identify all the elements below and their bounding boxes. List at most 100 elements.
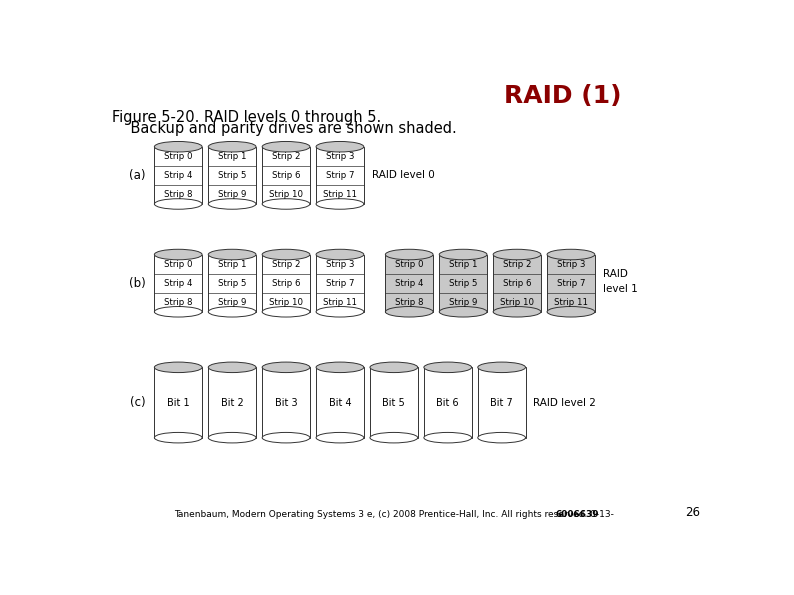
Ellipse shape xyxy=(439,249,487,260)
Ellipse shape xyxy=(262,199,310,209)
Ellipse shape xyxy=(262,306,310,317)
Ellipse shape xyxy=(370,362,418,372)
Bar xyxy=(547,255,595,312)
Bar xyxy=(154,147,202,204)
Text: Strip 0: Strip 0 xyxy=(164,152,192,161)
Text: Strip 5: Strip 5 xyxy=(218,278,246,287)
Ellipse shape xyxy=(154,362,202,372)
Text: Strip 11: Strip 11 xyxy=(323,298,357,307)
Text: Strip 0: Strip 0 xyxy=(395,259,423,268)
Text: Strip 9: Strip 9 xyxy=(218,190,246,199)
Ellipse shape xyxy=(547,249,595,260)
Bar xyxy=(316,367,364,438)
Bar xyxy=(370,367,418,438)
Bar xyxy=(262,147,310,204)
Ellipse shape xyxy=(316,306,364,317)
Ellipse shape xyxy=(262,142,310,152)
Text: Bit 1: Bit 1 xyxy=(167,397,190,408)
Ellipse shape xyxy=(493,306,541,317)
Ellipse shape xyxy=(370,433,418,443)
Bar xyxy=(208,255,256,312)
Text: Strip 7: Strip 7 xyxy=(326,171,354,180)
Bar xyxy=(262,367,310,438)
Text: Bit 3: Bit 3 xyxy=(275,397,297,408)
Text: Strip 1: Strip 1 xyxy=(218,152,246,161)
Text: Strip 7: Strip 7 xyxy=(557,278,585,287)
Text: Strip 5: Strip 5 xyxy=(449,278,477,287)
Text: Strip 8: Strip 8 xyxy=(164,298,192,307)
Text: Bit 2: Bit 2 xyxy=(221,397,244,408)
Bar xyxy=(478,367,526,438)
Text: Strip 10: Strip 10 xyxy=(269,190,303,199)
Bar xyxy=(385,255,433,312)
Text: Strip 7: Strip 7 xyxy=(326,278,354,287)
Text: Strip 11: Strip 11 xyxy=(323,190,357,199)
Bar xyxy=(262,255,310,312)
Text: Bit 5: Bit 5 xyxy=(383,397,405,408)
Bar xyxy=(208,147,256,204)
Text: 6006639: 6006639 xyxy=(555,510,599,519)
Text: RAID level 2: RAID level 2 xyxy=(534,397,596,408)
Ellipse shape xyxy=(316,142,364,152)
Ellipse shape xyxy=(439,306,487,317)
Ellipse shape xyxy=(154,249,202,260)
Ellipse shape xyxy=(262,433,310,443)
Text: Strip 4: Strip 4 xyxy=(164,278,192,287)
Ellipse shape xyxy=(316,249,364,260)
Ellipse shape xyxy=(478,433,526,443)
Text: Strip 6: Strip 6 xyxy=(272,171,300,180)
Text: (b): (b) xyxy=(129,277,146,290)
Text: Strip 3: Strip 3 xyxy=(326,259,354,268)
Text: Strip 2: Strip 2 xyxy=(503,259,531,268)
Text: RAID (1): RAID (1) xyxy=(504,84,622,108)
Bar xyxy=(439,255,487,312)
Ellipse shape xyxy=(154,142,202,152)
Ellipse shape xyxy=(154,199,202,209)
Text: Strip 10: Strip 10 xyxy=(500,298,534,307)
Ellipse shape xyxy=(424,362,472,372)
Text: Strip 8: Strip 8 xyxy=(164,190,192,199)
Bar xyxy=(316,255,364,312)
Bar xyxy=(316,147,364,204)
Text: Strip 8: Strip 8 xyxy=(395,298,423,307)
Bar xyxy=(154,255,202,312)
Text: Strip 4: Strip 4 xyxy=(395,278,423,287)
Text: Strip 6: Strip 6 xyxy=(272,278,300,287)
Text: Strip 10: Strip 10 xyxy=(269,298,303,307)
Text: Strip 4: Strip 4 xyxy=(164,171,192,180)
Text: Strip 6: Strip 6 xyxy=(503,278,531,287)
Ellipse shape xyxy=(208,362,256,372)
Text: RAID: RAID xyxy=(603,269,627,279)
Text: Bit 7: Bit 7 xyxy=(490,397,513,408)
Text: Strip 0: Strip 0 xyxy=(164,259,192,268)
Text: Strip 2: Strip 2 xyxy=(272,152,300,161)
Bar xyxy=(208,367,256,438)
Ellipse shape xyxy=(385,306,433,317)
Text: 26: 26 xyxy=(685,506,700,519)
Ellipse shape xyxy=(547,306,595,317)
Text: Figure 5-20. RAID levels 0 through 5.: Figure 5-20. RAID levels 0 through 5. xyxy=(112,110,381,125)
Text: Strip 3: Strip 3 xyxy=(557,259,585,268)
Ellipse shape xyxy=(154,433,202,443)
Ellipse shape xyxy=(262,362,310,372)
Ellipse shape xyxy=(316,362,364,372)
Text: (c): (c) xyxy=(129,396,145,409)
Ellipse shape xyxy=(208,249,256,260)
Text: Strip 9: Strip 9 xyxy=(449,298,477,307)
Bar xyxy=(424,367,472,438)
Ellipse shape xyxy=(208,306,256,317)
Ellipse shape xyxy=(424,433,472,443)
Text: Bit 6: Bit 6 xyxy=(437,397,459,408)
Text: Strip 9: Strip 9 xyxy=(218,298,246,307)
Ellipse shape xyxy=(208,433,256,443)
Text: Strip 1: Strip 1 xyxy=(218,259,246,268)
Bar xyxy=(154,367,202,438)
Ellipse shape xyxy=(262,249,310,260)
Ellipse shape xyxy=(154,306,202,317)
Ellipse shape xyxy=(316,199,364,209)
Text: Strip 11: Strip 11 xyxy=(554,298,588,307)
Text: Strip 2: Strip 2 xyxy=(272,259,300,268)
Text: Tanenbaum, Modern Operating Systems 3 e, (c) 2008 Prentice-Hall, Inc. All rights: Tanenbaum, Modern Operating Systems 3 e,… xyxy=(174,510,614,519)
Text: level 1: level 1 xyxy=(603,284,638,295)
Text: Strip 3: Strip 3 xyxy=(326,152,354,161)
